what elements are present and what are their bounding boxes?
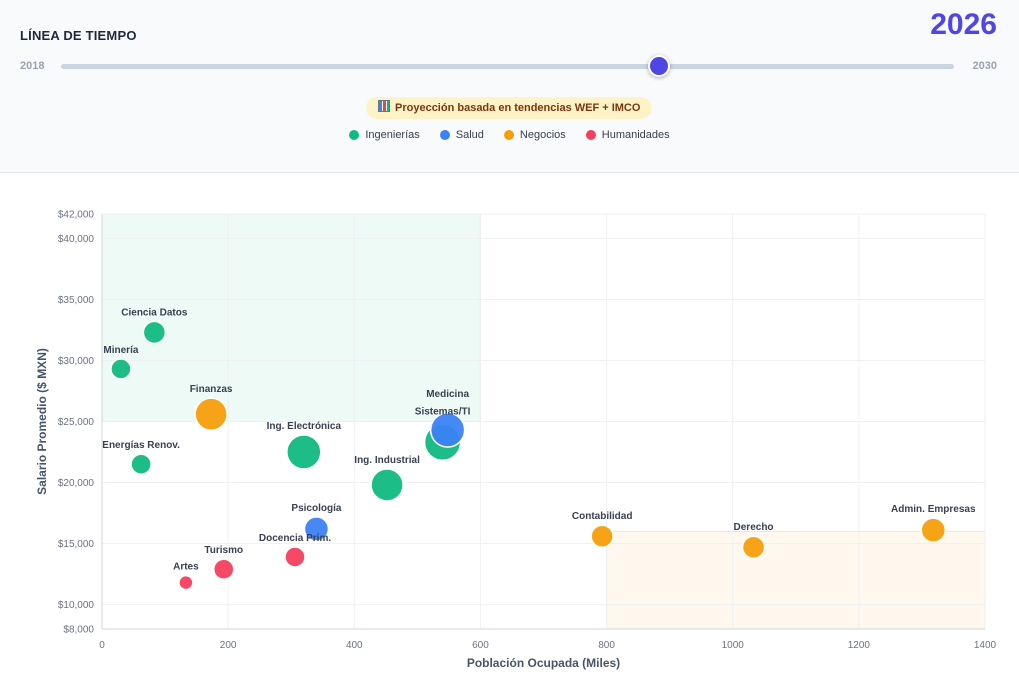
bubble-label: Contabilidad: [572, 511, 633, 522]
x-axis-title: Población Ocupada (Miles): [467, 656, 620, 670]
legend-item-ingenierias[interactable]: Ingenierías: [349, 129, 420, 141]
y-tick-label: $20,000: [58, 478, 95, 489]
x-tick-label: 1200: [848, 640, 871, 651]
bar-chart-icon: [378, 100, 390, 112]
legend-item-humanidades[interactable]: Humanidades: [585, 129, 670, 141]
current-year: 2026: [930, 8, 997, 41]
legend-item-salud[interactable]: Salud: [439, 129, 484, 141]
legend: Ingenierías Salud Negocios Humanidades: [0, 129, 1019, 141]
y-tick-label: $40,000: [58, 234, 95, 245]
legend-label: Salud: [455, 129, 484, 141]
y-tick-label: $15,000: [58, 539, 95, 550]
bubble-label: Ing. Industrial: [354, 455, 420, 466]
y-tick-label: $8,000: [63, 625, 94, 636]
projection-badge: Proyección basada en tendencias WEF + IM…: [366, 97, 653, 119]
legend-dot-ingenierias: [349, 130, 360, 140]
bubble-label: Docencia Prim.: [259, 533, 331, 544]
timeline-slider-handle[interactable]: [647, 55, 670, 77]
bubble-label: Medicina: [426, 389, 469, 400]
legend-label: Ingenierías: [365, 129, 420, 141]
x-tick-label: 600: [472, 640, 489, 651]
bubble-point[interactable]: [110, 358, 132, 380]
timeline-panel: LÍNEA DE TIEMPO 2026 2018 2030 Proyecció…: [0, 0, 1019, 173]
bubble-point[interactable]: [370, 468, 404, 502]
bubble-label: Turismo: [204, 545, 243, 556]
bubble-point[interactable]: [920, 517, 947, 543]
x-tick-label: 800: [598, 640, 615, 651]
bubble-label: Minería: [103, 345, 138, 356]
bubble-point[interactable]: [303, 516, 330, 542]
bubble-label: Ciencia Datos: [121, 307, 188, 318]
bubble-point[interactable]: [194, 397, 228, 431]
bubble-label: Admin. Empresas: [891, 504, 976, 515]
x-tick-label: 1400: [974, 640, 997, 651]
bubble-point[interactable]: [741, 535, 766, 559]
timeline-min-label: 2018: [20, 60, 45, 72]
y-tick-label: $42,000: [58, 210, 95, 221]
highlight-region: [101, 213, 481, 422]
legend-dot-negocios: [503, 130, 514, 140]
bubble-label: Artes: [173, 562, 199, 573]
legend-dot-salud: [439, 130, 450, 140]
bubble-point[interactable]: [142, 320, 167, 345]
y-tick-label: $30,000: [58, 356, 95, 367]
bubble-label: Sistemas/TI: [415, 406, 471, 417]
timeline-max-label: 2030: [972, 60, 997, 72]
bubble-point[interactable]: [590, 524, 614, 548]
timeline-slider-track[interactable]: [61, 64, 954, 69]
bubble-point[interactable]: [429, 412, 466, 448]
legend-label: Humanidades: [601, 129, 670, 141]
y-tick-label: $10,000: [58, 600, 95, 611]
y-tick-label: $25,000: [58, 417, 95, 428]
bubble-label: Psicología: [291, 503, 341, 514]
bubble-point[interactable]: [178, 574, 194, 591]
legend-item-negocios[interactable]: Negocios: [503, 129, 566, 141]
bubble-label: Derecho: [734, 522, 774, 533]
highlight-region: [606, 530, 986, 630]
bubble-label: Energías Renov.: [102, 440, 180, 451]
x-tick-label: 0: [99, 640, 105, 651]
legend-dot-humanidades: [585, 130, 596, 140]
y-tick-label: $35,000: [58, 295, 95, 306]
bubble-point[interactable]: [284, 546, 306, 568]
bubble-label: Finanzas: [190, 384, 233, 395]
bubble-point[interactable]: [286, 434, 322, 470]
legend-label: Negocios: [519, 129, 566, 141]
y-axis-title: Salario Promedio ($ MXN): [35, 348, 49, 495]
bubble-label: Ing. Electrónica: [267, 421, 342, 432]
x-tick-label: 200: [220, 640, 237, 651]
projection-badge-text: Proyección basada en tendencias WEF + IM…: [395, 102, 641, 114]
timeline-title: LÍNEA DE TIEMPO: [20, 28, 137, 43]
bubble-point[interactable]: [212, 558, 235, 580]
x-tick-label: 400: [346, 640, 363, 651]
bubble-point[interactable]: [130, 453, 152, 475]
x-tick-label: 1000: [722, 640, 745, 651]
